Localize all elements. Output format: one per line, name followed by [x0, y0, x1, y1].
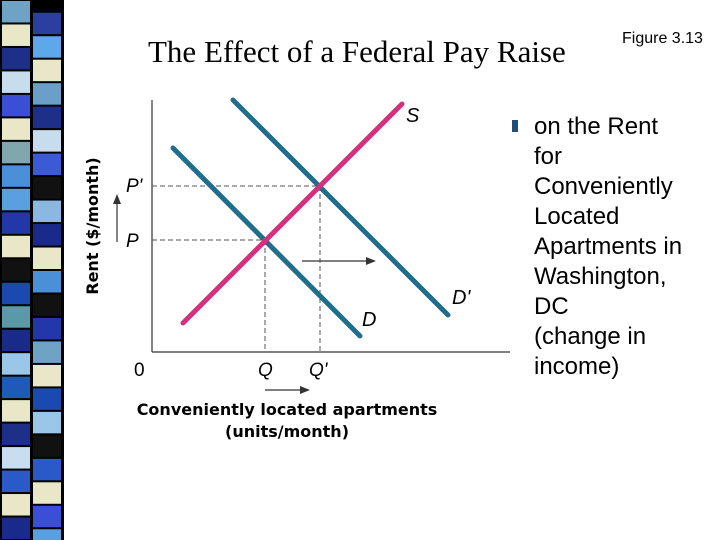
y-axis-up-arrowhead: [113, 194, 121, 204]
bullet-line: on the Rent: [534, 113, 659, 140]
demand-label: D: [362, 309, 376, 331]
bullet-line: (change in: [534, 323, 647, 350]
origin-label: 0: [134, 360, 145, 381]
x-axis-label-line1: Conveniently located apartments: [137, 400, 438, 419]
figure-label: Figure 3.13: [622, 30, 703, 47]
slide-title: The Effect of a Federal Pay Raise: [148, 34, 566, 69]
new-demand-curve: [230, 97, 451, 318]
supply-label: S: [406, 105, 420, 127]
demand-shift-arrowhead: [366, 257, 376, 265]
x-axis-label-line2: (units/month): [225, 422, 349, 441]
bullet-line: Conveniently: [534, 173, 673, 200]
bullet-line: Apartments in: [534, 233, 683, 260]
supply-demand-diagram: S D' D P' P 0 Q Q' Rent ($/month) Conven…: [83, 97, 510, 441]
bullet-line: DC: [534, 293, 569, 320]
decorative-stripe: [0, 0, 64, 540]
new-quantity-label: Q': [309, 360, 329, 381]
quantity-label: Q: [258, 360, 273, 381]
new-demand-label: D': [452, 287, 471, 309]
supply-curve: [180, 101, 405, 326]
bullet-line: Washington,: [534, 263, 667, 290]
bullet-marker: [512, 120, 518, 132]
bullet-line: Located: [534, 203, 620, 230]
bullet-line: for: [534, 143, 563, 170]
price-label: P: [126, 231, 139, 252]
new-price-label: P': [126, 176, 144, 197]
x-axis-right-arrowhead: [300, 386, 310, 394]
bullet-line: income): [534, 353, 620, 380]
bullet-text: on the Rent for Conveniently Located Apa…: [534, 112, 712, 382]
y-axis-label: Rent ($/month): [83, 157, 102, 294]
